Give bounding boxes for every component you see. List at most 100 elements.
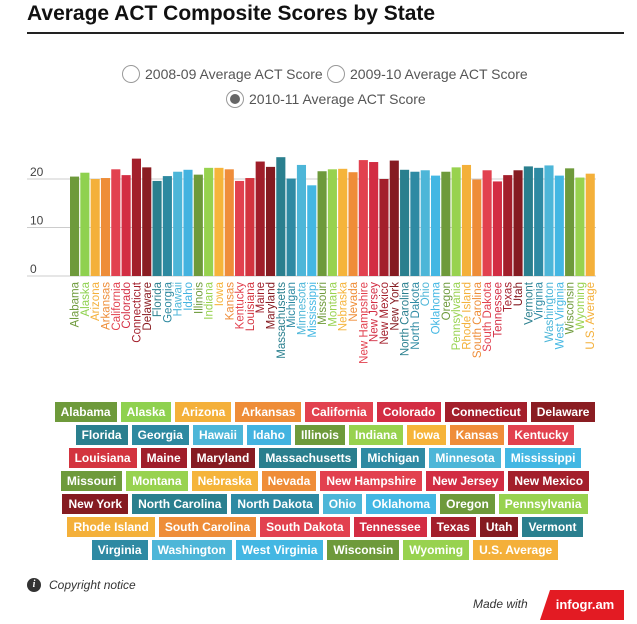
legend-item-texas[interactable]: Texas: [430, 517, 476, 537]
bar-indiana: [204, 167, 214, 276]
legend-item-pennsylvania[interactable]: Pennsylvania: [498, 494, 588, 514]
legend-item-michigan[interactable]: Michigan: [361, 448, 426, 468]
legend-row: Rhode Island South Carolina South Dakota Te…: [55, 517, 595, 537]
legend-item-south-dakota[interactable]: South Dakota: [260, 517, 350, 537]
x-tick-label-arkansas: Arkansas: [101, 282, 113, 330]
x-tick-label-hawaii: Hawaii: [173, 282, 185, 317]
radio-2008-09[interactable]: 2008-09 Average ACT Score: [122, 63, 323, 85]
x-tick-label-minnesota: Minnesota: [296, 281, 308, 335]
legend-item-hawaii[interactable]: Hawaii: [192, 425, 243, 445]
bar-georgia: [162, 176, 172, 276]
x-tick-label-louisiana: Louisiana: [245, 281, 257, 331]
x-tick-label-nebraska: Nebraska: [338, 281, 350, 331]
legend-item-u-s-average[interactable]: U.S. Average: [473, 540, 559, 560]
legend-item-california[interactable]: California: [305, 402, 373, 422]
x-tick-label-mississippi: Mississippi: [307, 282, 319, 338]
legend-item-new-jersey[interactable]: New Jersey: [426, 471, 505, 491]
bar-utah: [513, 170, 523, 276]
x-tick-label-south-carolina: South Carolina: [472, 281, 484, 358]
bar-vermont: [523, 166, 533, 276]
legend-item-arkansas[interactable]: Arkansas: [235, 402, 302, 422]
legend-item-minnesota[interactable]: Minnesota: [429, 448, 501, 468]
legend-item-alabama[interactable]: Alabama: [54, 402, 117, 422]
x-tick-label-vermont: Vermont: [523, 281, 535, 325]
legend-item-new-mexico[interactable]: New Mexico: [508, 471, 590, 491]
infogram-logo[interactable]: infogr.am: [540, 590, 624, 620]
x-tick-label-connecticut: Connecticut: [131, 281, 143, 343]
x-tick-label-wisconsin: Wisconsin: [565, 282, 577, 334]
bar-south-dakota: [482, 170, 492, 276]
bar-ohio: [420, 170, 430, 276]
legend-row: Alabama Alaska Arizona Arkansas California Co…: [54, 402, 596, 422]
radio-label: 2010-11 Average ACT Score: [249, 91, 426, 107]
legend-item-ohio[interactable]: Ohio: [322, 494, 363, 514]
legend-item-tennessee[interactable]: Tennessee: [353, 517, 427, 537]
legend-item-utah[interactable]: Utah: [479, 517, 519, 537]
legend-item-new-hampshire[interactable]: New Hampshire: [320, 471, 423, 491]
legend-item-new-york[interactable]: New York: [62, 494, 129, 514]
x-tick-label-idaho: Idaho: [183, 282, 195, 311]
legend-item-arizona[interactable]: Arizona: [175, 402, 232, 422]
bar-missouri: [317, 171, 327, 276]
legend-item-north-dakota[interactable]: North Dakota: [231, 494, 319, 514]
legend-item-north-carolina[interactable]: North Carolina: [132, 494, 228, 514]
x-tick-label-california: California: [111, 281, 123, 330]
legend-item-delaware[interactable]: Delaware: [530, 402, 596, 422]
x-tick-label-missouri: Missouri: [317, 282, 329, 325]
legend-item-virginia[interactable]: Virginia: [91, 540, 148, 560]
bar-idaho: [183, 169, 193, 276]
x-tick-label-u-s-average: U.S. Average: [585, 282, 597, 350]
legend-item-missouri[interactable]: Missouri: [60, 471, 123, 491]
x-tick-label-oregon: Oregon: [441, 282, 453, 320]
x-tick-label-north-carolina: North Carolina: [400, 281, 412, 356]
bar-california: [111, 169, 121, 276]
bar-alaska: [80, 172, 90, 276]
legend-item-washington[interactable]: Washington: [151, 540, 232, 560]
copyright-notice[interactable]: i Copyright notice: [27, 578, 136, 592]
legend-item-alaska[interactable]: Alaska: [120, 402, 172, 422]
bar-illinois: [193, 174, 203, 276]
legend-item-rhode-island[interactable]: Rhode Island: [67, 517, 155, 537]
x-tick-label-pennsylvania: Pennsylvania: [451, 281, 463, 350]
legend-item-nebraska[interactable]: Nebraska: [191, 471, 258, 491]
y-tick-label-10: 10: [30, 214, 44, 228]
bar-michigan: [286, 178, 296, 276]
legend-item-south-carolina[interactable]: South Carolina: [158, 517, 257, 537]
legend-item-west-virginia[interactable]: West Virginia: [235, 540, 324, 560]
legend-item-colorado[interactable]: Colorado: [376, 402, 442, 422]
radio-2009-10[interactable]: 2009-10 Average ACT Score: [327, 63, 528, 85]
radio-label: 2009-10 Average ACT Score: [350, 66, 528, 82]
x-tick-label-new-york: New York: [389, 282, 401, 331]
legend-item-oregon[interactable]: Oregon: [440, 494, 495, 514]
legend-item-montana[interactable]: Montana: [126, 471, 188, 491]
bar-mississippi: [307, 185, 317, 276]
x-tick-label-georgia: Georgia: [162, 281, 174, 323]
legend-item-wyoming[interactable]: Wyoming: [403, 540, 470, 560]
x-tick-label-kentucky: Kentucky: [235, 282, 247, 330]
y-tick-label-0: 0: [30, 262, 37, 276]
legend-item-maryland[interactable]: Maryland: [190, 448, 256, 468]
legend-item-massachusetts[interactable]: Massachusetts: [259, 448, 358, 468]
legend-item-maine[interactable]: Maine: [140, 448, 187, 468]
legend-item-illinois[interactable]: Illinois: [294, 425, 345, 445]
legend-item-florida[interactable]: Florida: [75, 425, 128, 445]
legend-row: Florida Georgia Hawaii Idaho Illinois Indiana…: [55, 425, 595, 445]
legend-item-idaho[interactable]: Idaho: [246, 425, 291, 445]
legend-item-nevada[interactable]: Nevada: [261, 471, 317, 491]
legend-item-georgia[interactable]: Georgia: [131, 425, 189, 445]
copyright-text: Copyright notice: [49, 578, 136, 592]
bar-chart: 0 10 20 AlabamaAlaskaArizonaArkansasCalifor…: [27, 157, 597, 364]
legend-item-iowa[interactable]: Iowa: [407, 425, 446, 445]
legend-item-mississippi[interactable]: Mississippi: [504, 448, 582, 468]
legend-item-vermont[interactable]: Vermont: [522, 517, 583, 537]
legend-item-kentucky[interactable]: Kentucky: [508, 425, 575, 445]
bar-nebraska: [338, 168, 348, 276]
radio-2010-11[interactable]: 2010-11 Average ACT Score: [226, 88, 426, 110]
legend-item-indiana[interactable]: Indiana: [348, 425, 403, 445]
legend-item-oklahoma[interactable]: Oklahoma: [366, 494, 437, 514]
legend-item-louisiana[interactable]: Louisiana: [68, 448, 137, 468]
legend-item-wisconsin[interactable]: Wisconsin: [327, 540, 400, 560]
legend-row: New York North Carolina North Dakota Ohio Ok…: [55, 494, 595, 514]
legend-item-connecticut[interactable]: Connecticut: [445, 402, 527, 422]
legend-item-kansas[interactable]: Kansas: [449, 425, 505, 445]
